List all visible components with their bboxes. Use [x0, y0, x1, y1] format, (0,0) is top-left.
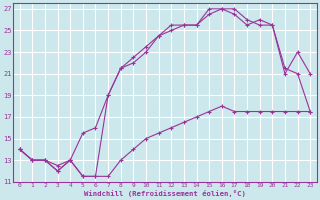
X-axis label: Windchill (Refroidissement éolien,°C): Windchill (Refroidissement éolien,°C): [84, 190, 246, 197]
